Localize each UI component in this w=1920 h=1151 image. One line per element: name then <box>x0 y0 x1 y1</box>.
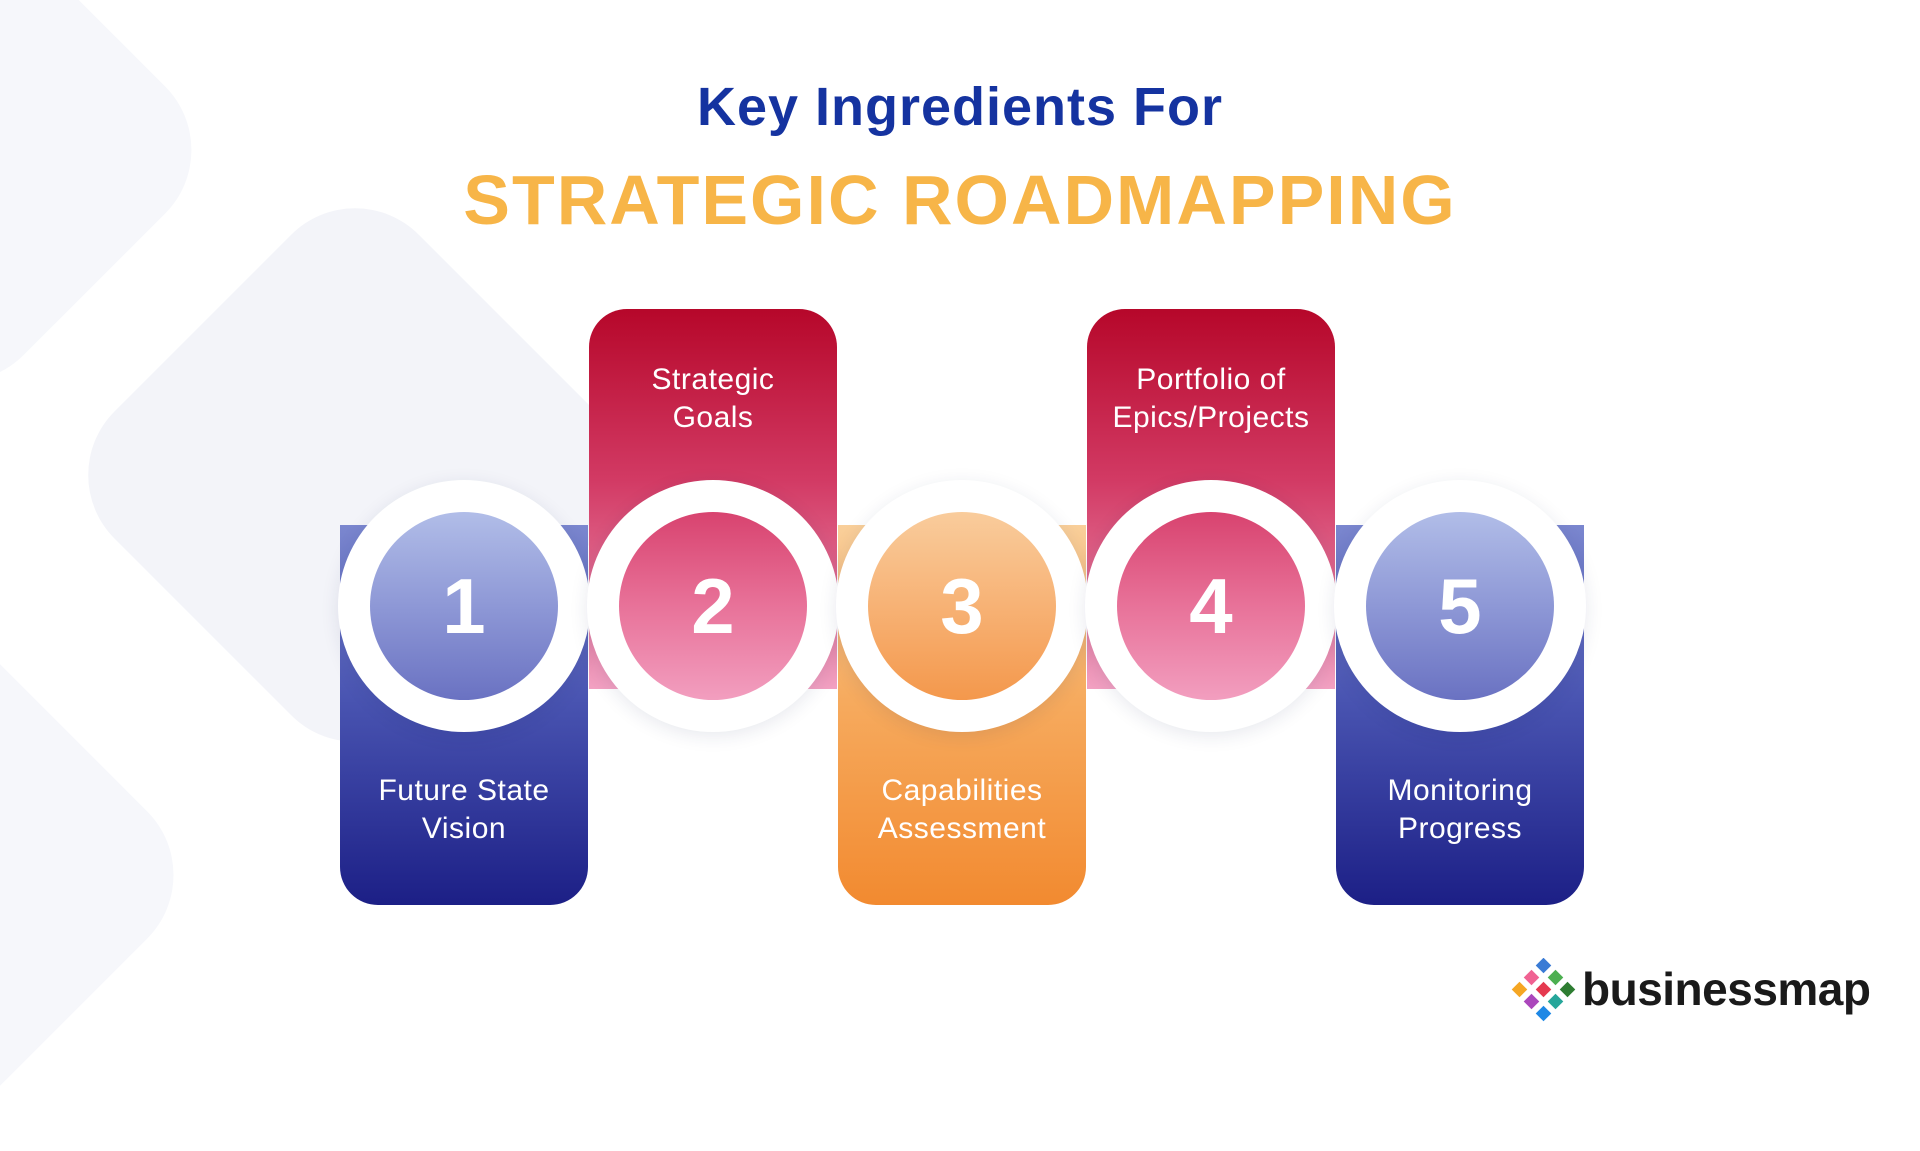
step-2-number: 2 <box>619 512 807 700</box>
step-5-number: 5 <box>1366 512 1554 700</box>
step-4-label: Portfolio of Epics/Projects <box>1087 361 1335 437</box>
step-4-number: 4 <box>1117 512 1305 700</box>
step-3-label-line-1: Capabilities <box>881 774 1043 807</box>
step-3-ring: 3 <box>836 480 1088 732</box>
step-3-number: 3 <box>868 512 1056 700</box>
title-line-1: Key Ingredients For <box>696 77 1224 137</box>
businessmap-logo-text: businessmap <box>1582 963 1871 1015</box>
step-3-label-line-2: Assessment <box>877 812 1047 845</box>
businessmap-logo: businessmap <box>1510 958 1871 1028</box>
step-5-label: Monitoring Progress <box>1336 772 1584 848</box>
background-shape <box>0 599 211 1151</box>
title-line-2: STRATEGIC ROADMAPPING <box>463 161 1457 239</box>
step-2-ring: 2 <box>587 480 839 732</box>
step-5-label-line-1: Monitoring <box>1387 774 1533 807</box>
step-5-ring: 5 <box>1334 480 1586 732</box>
step-3-label: Capabilities Assessment <box>838 772 1086 848</box>
step-1-number: 1 <box>370 512 558 700</box>
step-1-label: Future State Vision <box>340 772 588 848</box>
step-4-label-line-1: Portfolio of <box>1136 363 1286 396</box>
step-2-label-line-1: Strategic <box>651 363 775 396</box>
step-5-label-line-2: Progress <box>1397 812 1523 845</box>
businessmap-logo-mark-icon <box>1511 958 1576 1022</box>
step-1-label-line-1: Future State <box>378 774 550 807</box>
step-1-ring: 1 <box>338 480 590 732</box>
step-4-label-line-2: Epics/Projects <box>1112 401 1310 434</box>
step-4-ring: 4 <box>1085 480 1337 732</box>
step-1-label-line-2: Vision <box>421 812 507 845</box>
step-2-label-line-2: Goals <box>672 401 754 434</box>
step-2-label: Strategic Goals <box>589 361 837 437</box>
